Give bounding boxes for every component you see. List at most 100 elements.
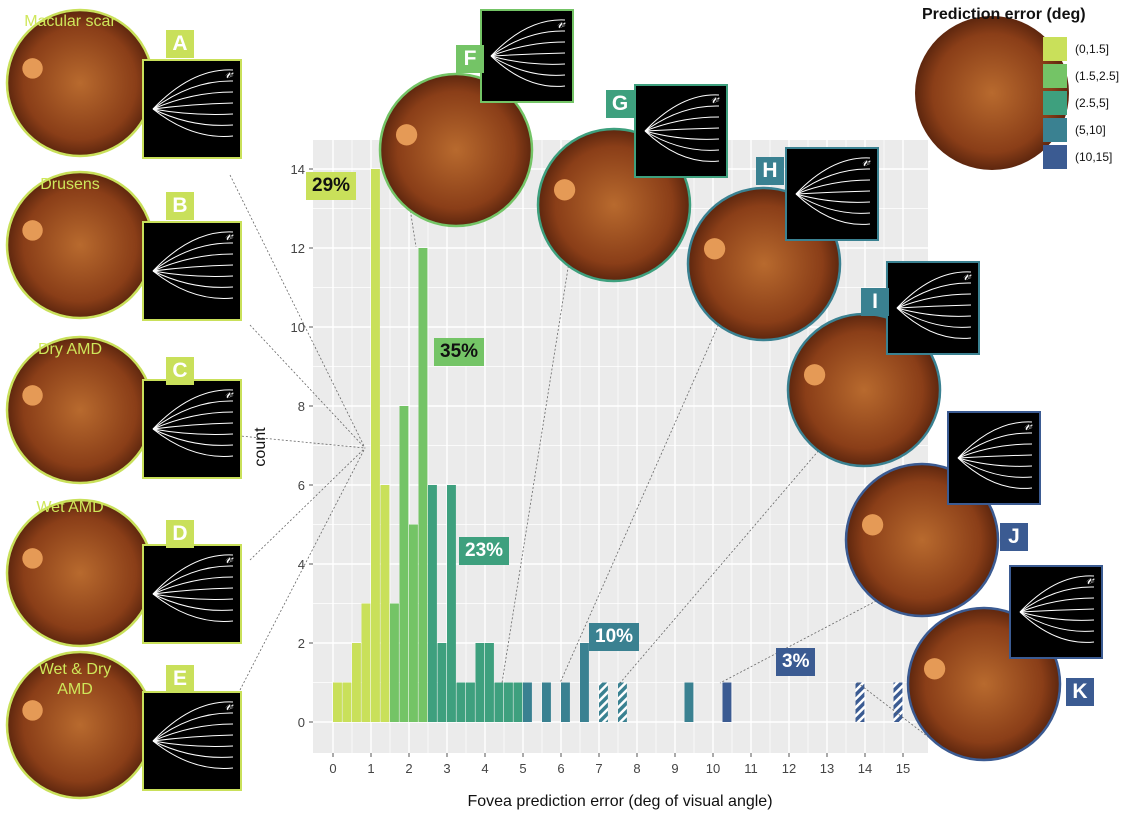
histogram-bar [437, 643, 447, 722]
vessel-line [152, 270, 234, 299]
leader-line [559, 324, 719, 684]
x-tick-label: 6 [557, 761, 564, 776]
vessel-line [152, 69, 234, 110]
vessel-symbol: 𝓋 [225, 63, 234, 82]
vessel-line [644, 130, 720, 162]
case-tag-i: I [861, 288, 889, 316]
vessel-line [795, 190, 871, 195]
y-tick-label: 0 [298, 715, 305, 730]
vessel-symbol: 𝓋 [225, 383, 234, 402]
histogram-bar [504, 682, 513, 722]
histogram-bar [855, 682, 865, 722]
x-tick-label: 8 [633, 761, 640, 776]
leader-line [229, 434, 366, 449]
vessel-map [142, 544, 242, 644]
vessel-line [957, 454, 1033, 459]
histogram-bar [722, 682, 732, 722]
legend-label: (2.5,5] [1075, 96, 1110, 110]
case-tag-k: K [1066, 678, 1094, 706]
case-label: Wet AMD [36, 499, 104, 516]
vessel-symbol: 𝓋 [1086, 569, 1095, 588]
vessel-line [644, 116, 720, 132]
vessel-line [490, 19, 566, 57]
vessel-line [152, 102, 234, 110]
histogram-bar [618, 682, 627, 722]
vessel-line [795, 193, 871, 225]
optic-disc [22, 220, 43, 241]
case-tag-g: G [606, 90, 634, 118]
optic-disc [553, 179, 576, 201]
optic-disc [803, 364, 826, 386]
vessel-symbol: 𝓋 [225, 548, 234, 567]
case-tag-c: C [166, 357, 194, 385]
percentage-label: 23% [459, 537, 510, 565]
optic-disc [395, 124, 418, 146]
vessel-line [1019, 611, 1095, 643]
leader-line [501, 265, 569, 684]
case-label: Drusens [40, 176, 100, 193]
x-tick-label: 2 [405, 761, 412, 776]
vessel-line [152, 712, 234, 742]
legend-swatch [1043, 37, 1067, 61]
vessel-line [490, 52, 566, 57]
case-tag-j: J [1000, 523, 1028, 551]
vessel-symbol: 𝓋 [963, 265, 972, 284]
fundus-image [378, 72, 534, 228]
histogram-bar [580, 643, 589, 722]
vessel-line [957, 443, 1033, 459]
vessel-line [152, 389, 234, 430]
legend-label: (1.5,2.5] [1075, 69, 1120, 83]
vessel-symbol: 𝓋 [557, 13, 566, 32]
vessel-map [142, 59, 242, 159]
vessel-line [152, 593, 234, 600]
case-tag-e: E [166, 665, 194, 693]
legend-swatch [1043, 118, 1067, 142]
vessel-line [896, 293, 972, 309]
vessel-line [644, 130, 720, 140]
histogram-bar [684, 682, 694, 722]
x-tick-label: 7 [595, 761, 602, 776]
x-tick-label: 14 [858, 761, 872, 776]
vessel-symbol: 𝓋 [862, 151, 871, 170]
legend-swatch [1043, 64, 1067, 88]
histogram-bar [361, 603, 371, 722]
x-tick-label: 3 [443, 761, 450, 776]
optic-disc [861, 514, 884, 536]
vessel-line [1019, 611, 1095, 632]
legend-fundus [915, 16, 1069, 170]
vessel-line [1019, 586, 1095, 613]
optic-disc [703, 238, 726, 260]
percentage-label: 3% [776, 648, 816, 676]
histogram-bar [390, 603, 399, 722]
histogram-bar [513, 682, 523, 722]
legend-swatch [1043, 91, 1067, 115]
vessel-line [152, 253, 234, 272]
vessel-line [152, 740, 234, 747]
vessel-line [152, 723, 234, 742]
legend-swatch [1043, 145, 1067, 169]
leader-line [239, 447, 366, 691]
x-tick-label: 1 [367, 761, 374, 776]
leader-line [857, 682, 939, 746]
vessel-line [152, 270, 234, 288]
vessel-line [152, 740, 234, 769]
histogram-bar [428, 485, 437, 722]
y-tick-label: 2 [298, 636, 305, 651]
histogram-bar [352, 643, 361, 722]
vessel-line [1019, 608, 1095, 613]
optic-disc [22, 58, 43, 79]
histogram-bar [418, 248, 428, 722]
leader-line [619, 450, 819, 684]
vessel-line [152, 91, 234, 110]
y-axis-title: count [252, 427, 269, 467]
vessel-line [1019, 575, 1095, 613]
vessel-line [896, 307, 972, 328]
vessel-line [152, 270, 234, 277]
histogram-bar [371, 169, 380, 722]
vessel-line [152, 80, 234, 110]
fundus-image [5, 498, 155, 648]
vessel-line [152, 428, 234, 457]
x-tick-label: 0 [329, 761, 336, 776]
vessel-line [957, 457, 1033, 467]
vessel-symbol: 𝓋 [225, 225, 234, 244]
